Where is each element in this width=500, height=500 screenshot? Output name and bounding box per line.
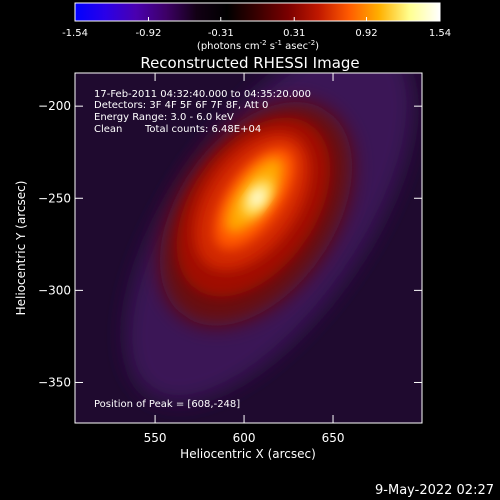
plot-frame (74, 72, 423, 424)
colorbar-tick-label: -0.31 (208, 28, 234, 39)
y-tick-label: −300 (38, 283, 71, 297)
info-method: Clean (94, 124, 122, 135)
y-tick-label: −250 (38, 191, 71, 205)
x-tick-label: 550 (144, 431, 167, 445)
emission-contour (249, 188, 266, 207)
info-panel: 17-Feb-2011 04:32:40.000 to 04:35:20.000… (94, 89, 311, 135)
colorbar-tick-label: 1.54 (429, 28, 451, 39)
colorbar-tick-label: 0.92 (355, 28, 377, 39)
y-axis-label: Heliocentric Y (arcsec) (14, 181, 28, 316)
y-tick-label: −350 (38, 375, 71, 389)
info-time-range: 17-Feb-2011 04:32:40.000 to 04:35:20.000 (94, 89, 311, 100)
colorbar: -1.54 -0.92 -0.31 0.31 0.92 1.54 (photons cm-… (62, 2, 451, 52)
info-energy-range: Energy Range: 3.0 - 6.0 keV (94, 112, 234, 123)
y-tick-label: −200 (38, 99, 71, 113)
plot-title: Reconstructed RHESSI Image (140, 54, 359, 72)
colorbar-ticks: -1.54 -0.92 -0.31 0.31 0.92 1.54 (62, 17, 451, 39)
rhessi-image (75, 73, 422, 423)
x-axis: 550 600 650 (144, 73, 345, 445)
colorbar-unit-label: (photons cm-2 s-1 asec-2) (197, 39, 319, 52)
x-axis-label: Heliocentric X (arcsec) (180, 447, 316, 461)
x-tick-label: 600 (233, 431, 256, 445)
y-axis: −200 −250 −300 −350 (38, 99, 422, 389)
emission-source (126, 73, 413, 402)
info-detectors: Detectors: 3F 4F 5F 6F 7F 8F, Att 0 (94, 100, 268, 111)
colorbar-tick-label: 0.31 (283, 28, 305, 39)
peak-position-label: Position of Peak = [608,-248] (94, 399, 240, 410)
x-tick-label: 650 (322, 431, 345, 445)
colorbar-gradient (74, 2, 441, 22)
render-timestamp: 9-May-2022 02:27 (375, 483, 494, 498)
colorbar-tick-label: -1.54 (62, 28, 88, 39)
colorbar-tick-label: -0.92 (136, 28, 162, 39)
info-total-counts: Total counts: 6.48E+04 (144, 124, 261, 135)
